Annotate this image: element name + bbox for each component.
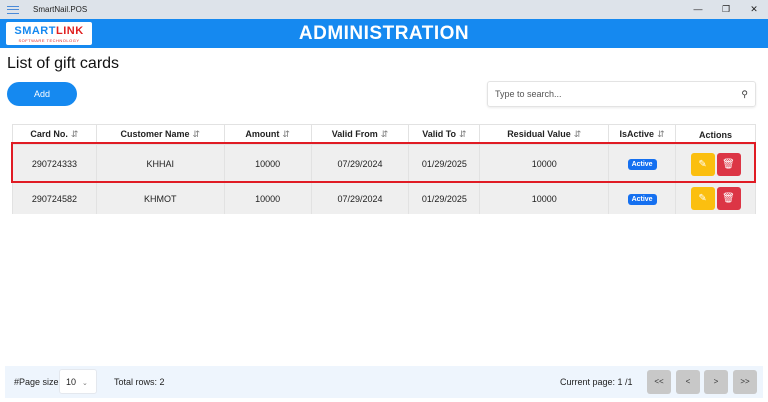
gift-cards-table: Card No. ⇵ Customer Name ⇵ Amount ⇵ Valid From… bbox=[12, 124, 756, 214]
sort-icon[interactable]: ⇵ bbox=[459, 129, 467, 139]
cell-amount: 10000 bbox=[223, 144, 312, 184]
chevron-down-icon: ⌄ bbox=[82, 380, 88, 387]
cell-customer: KHMOT bbox=[95, 183, 225, 214]
column-header[interactable]: Amount ⇵ bbox=[223, 124, 312, 145]
column-header[interactable]: Valid From ⇵ bbox=[310, 124, 410, 145]
header-title: ADMINISTRATION bbox=[298, 23, 470, 44]
cell-actions: ✎ 🗑 bbox=[675, 144, 756, 184]
search-input[interactable]: Type to search... ⚲ bbox=[487, 81, 756, 107]
status-badge: Active bbox=[627, 159, 657, 171]
status-badge: Active bbox=[627, 193, 657, 205]
page-size-label: #Page size bbox=[14, 377, 59, 387]
cell-valid_from: 07/29/2024 bbox=[310, 144, 410, 184]
cell-residual: 10000 bbox=[479, 183, 610, 214]
cell-customer: KHHAI bbox=[95, 144, 225, 184]
table-row[interactable]: 290724582 KHMOT 10000 07/29/2024 01/29/2025 1… bbox=[12, 183, 756, 214]
page-size-select[interactable]: 10 ⌄ bbox=[59, 369, 97, 394]
sort-icon[interactable]: ⇵ bbox=[573, 129, 582, 139]
restore-button[interactable]: ❐ bbox=[721, 4, 731, 14]
title-bar: SmartNail.POS — ❐ ✕ bbox=[0, 0, 768, 19]
cell-residual: 10000 bbox=[479, 144, 610, 184]
sort-icon[interactable]: ⇵ bbox=[192, 129, 201, 139]
cell-valid_from: 07/29/2024 bbox=[310, 183, 410, 214]
pagination-footer: #Page size 10 ⌄ Total rows: 2 Current pag… bbox=[5, 366, 763, 398]
column-header[interactable]: Residual Value ⇵ bbox=[479, 124, 610, 145]
cell-valid_to: 01/29/2025 bbox=[408, 144, 481, 184]
cell-actions: ✎ 🗑 bbox=[675, 183, 756, 214]
next-page-button[interactable]: > bbox=[704, 370, 728, 394]
total-rows: Total rows: 2 bbox=[114, 377, 165, 387]
trash-icon: 🗑 bbox=[722, 193, 735, 204]
cell-valid_to: 01/29/2025 bbox=[408, 183, 481, 214]
app-title: SmartNail.POS bbox=[33, 5, 88, 14]
prev-page-button[interactable]: < bbox=[676, 370, 700, 394]
column-header[interactable]: IsActive ⇵ bbox=[608, 124, 677, 145]
column-header[interactable]: Card No. ⇵ bbox=[12, 124, 97, 145]
app-header: SMARTLINK SOFTWARE TECHNOLOGY ADMINISTRA… bbox=[0, 19, 768, 48]
page-title: List of gift cards bbox=[7, 55, 120, 72]
hamburger-menu-icon[interactable] bbox=[7, 5, 19, 14]
minimize-button[interactable]: — bbox=[693, 4, 703, 14]
table-row[interactable]: 290724333 KHHAI 10000 07/29/2024 01/29/2025 1… bbox=[12, 144, 756, 184]
column-header[interactable]: Actions bbox=[675, 124, 756, 145]
trash-icon: 🗑 bbox=[722, 158, 735, 170]
delete-button[interactable]: 🗑 bbox=[716, 152, 741, 176]
cell-card_no: 290724582 bbox=[12, 183, 97, 214]
search-icon[interactable]: ⚲ bbox=[741, 89, 748, 99]
pencil-icon: ✎ bbox=[698, 158, 707, 170]
delete-button[interactable]: 🗑 bbox=[716, 187, 741, 210]
add-button[interactable]: Add bbox=[7, 82, 77, 106]
smartlink-logo: SMARTLINK SOFTWARE TECHNOLOGY bbox=[6, 22, 92, 45]
cell-amount: 10000 bbox=[223, 183, 312, 214]
edit-button[interactable]: ✎ bbox=[690, 152, 715, 176]
sort-icon[interactable]: ⇵ bbox=[657, 129, 665, 139]
column-header[interactable]: Valid To ⇵ bbox=[408, 124, 481, 145]
sort-icon[interactable]: ⇵ bbox=[380, 129, 389, 139]
sort-icon[interactable]: ⇵ bbox=[70, 129, 79, 139]
edit-button[interactable]: ✎ bbox=[690, 187, 715, 210]
sort-icon[interactable]: ⇵ bbox=[282, 129, 290, 139]
current-page: Current page: 1 /1 bbox=[560, 377, 633, 387]
close-button[interactable]: ✕ bbox=[750, 4, 758, 14]
pencil-icon: ✎ bbox=[698, 193, 707, 204]
cell-active: Active bbox=[608, 183, 677, 214]
column-header[interactable]: Customer Name ⇵ bbox=[95, 124, 225, 145]
cell-active: Active bbox=[608, 144, 677, 184]
first-page-button[interactable]: << bbox=[647, 370, 671, 394]
last-page-button[interactable]: >> bbox=[733, 370, 757, 394]
cell-card_no: 290724333 bbox=[12, 144, 97, 184]
